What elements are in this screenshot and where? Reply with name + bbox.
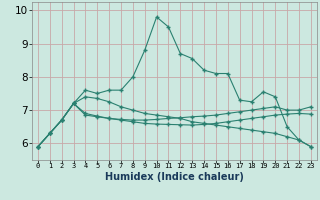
- X-axis label: Humidex (Indice chaleur): Humidex (Indice chaleur): [105, 172, 244, 182]
